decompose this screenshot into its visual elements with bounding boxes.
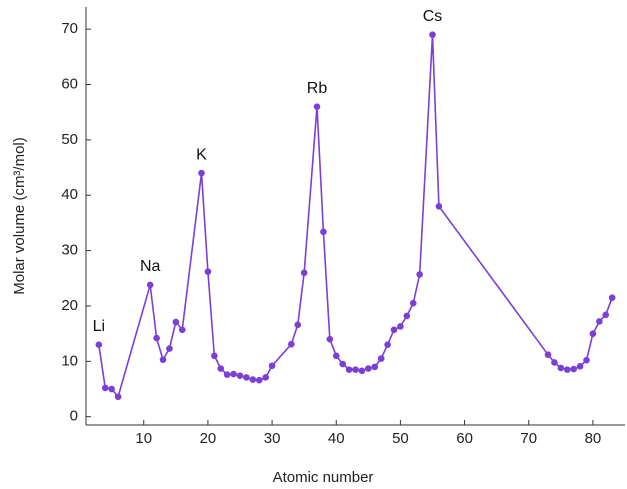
data-point	[576, 363, 584, 370]
x-tick-label: 50	[392, 430, 409, 447]
data-point	[166, 345, 173, 352]
data-point	[589, 330, 597, 337]
data-point	[365, 365, 372, 372]
annotation: Na	[140, 258, 161, 275]
data-point	[429, 31, 436, 38]
data-point	[570, 365, 577, 373]
data-point	[217, 365, 225, 372]
data-point	[108, 385, 115, 393]
data-point	[172, 318, 180, 326]
data-point	[339, 360, 346, 368]
data-point	[409, 299, 417, 307]
data-point	[159, 356, 167, 363]
data-point	[320, 228, 327, 236]
data-point	[390, 326, 398, 334]
data-point	[352, 366, 359, 373]
data-point	[551, 359, 558, 366]
data-point	[211, 352, 218, 360]
x-tick-label: 20	[200, 430, 217, 447]
y-tick-label: 40	[61, 186, 78, 203]
data-point	[101, 384, 109, 392]
data-point	[563, 366, 571, 373]
data-point	[416, 271, 423, 278]
x-tick-label: 60	[456, 430, 473, 447]
data-point	[294, 321, 302, 329]
data-point	[114, 393, 122, 401]
data-point	[544, 351, 552, 358]
data-point	[602, 311, 610, 319]
data-point	[557, 364, 565, 372]
annotation: K	[196, 146, 207, 163]
data-point	[236, 372, 244, 380]
data-point	[397, 323, 404, 330]
x-tick-label: 80	[585, 430, 602, 447]
data-point	[300, 269, 308, 277]
data-point	[384, 341, 391, 349]
data-point	[345, 366, 353, 373]
data-point	[371, 363, 379, 371]
data-point	[326, 335, 334, 343]
data-point	[204, 268, 212, 275]
x-axis-label: Atomic number	[273, 469, 374, 486]
y-tick-label: 30	[61, 242, 78, 259]
data-point	[198, 169, 205, 177]
data-point	[146, 281, 154, 289]
data-point	[255, 376, 263, 384]
x-tick-label: 40	[328, 430, 345, 447]
data-point	[377, 355, 385, 362]
y-tick-label: 70	[61, 20, 78, 37]
annotation: Cs	[423, 8, 443, 25]
data-point	[249, 376, 257, 383]
data-point	[403, 312, 411, 320]
data-point	[608, 294, 616, 301]
data-point	[435, 203, 443, 210]
y-tick-label: 0	[70, 408, 78, 425]
y-axis-label: Molar volume (cm³/mol)	[11, 137, 28, 295]
x-tick-label: 10	[135, 430, 152, 447]
data-point	[596, 318, 603, 325]
data-point	[288, 340, 295, 348]
data-point	[153, 334, 160, 342]
y-tick-label: 60	[61, 75, 78, 92]
y-tick-label: 50	[61, 131, 78, 148]
data-point	[332, 352, 340, 360]
data-point	[268, 362, 276, 370]
data-point	[313, 103, 321, 110]
data-point	[262, 374, 269, 381]
y-tick-label: 20	[61, 297, 78, 314]
data-point	[178, 326, 186, 334]
data-point	[243, 374, 250, 381]
annotation: Rb	[307, 80, 328, 97]
data-point	[223, 371, 231, 378]
data-point	[583, 356, 590, 364]
data-point	[230, 370, 237, 378]
annotation: Li	[93, 318, 105, 335]
data-line	[98, 34, 613, 399]
data-point	[358, 367, 366, 375]
y-tick-label: 10	[61, 352, 78, 369]
x-tick-label: 30	[264, 430, 281, 447]
x-tick-label: 70	[520, 430, 537, 447]
data-point	[95, 341, 103, 349]
